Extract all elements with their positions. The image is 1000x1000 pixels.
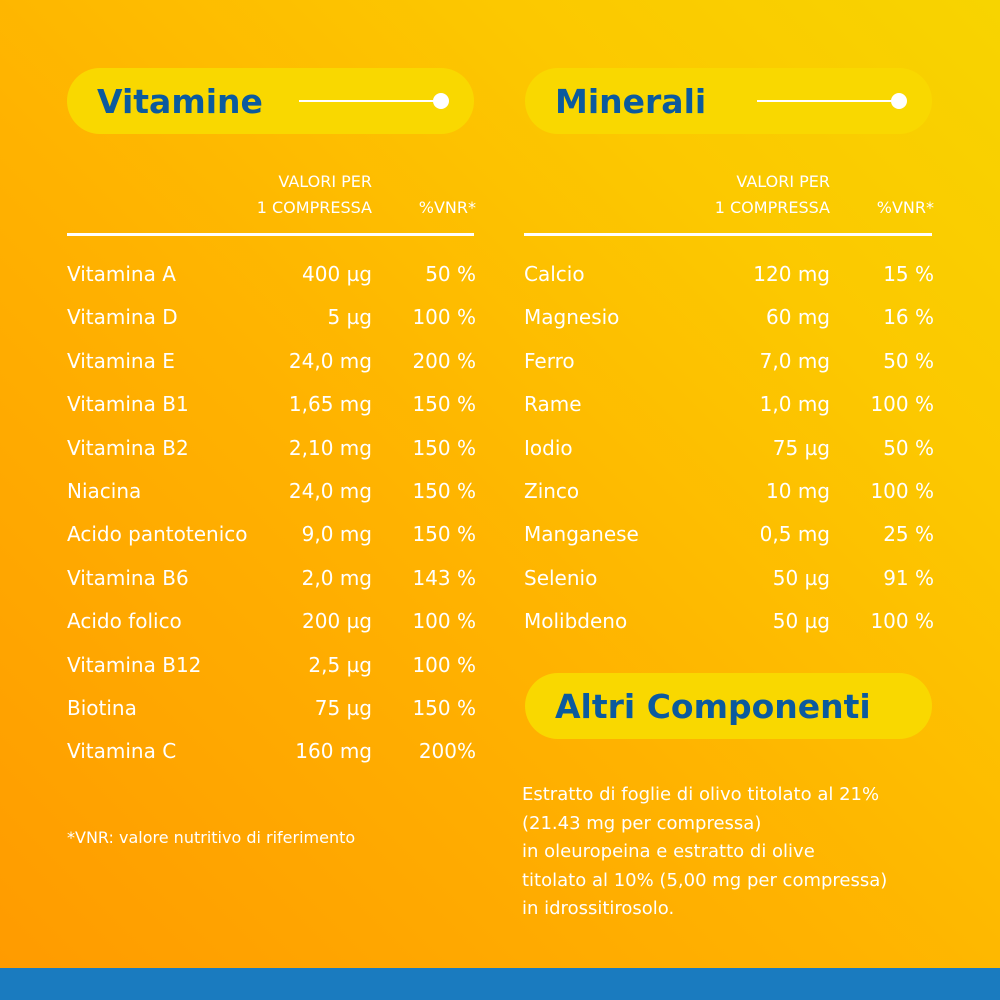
column-header: %VNR* xyxy=(418,198,476,217)
row-vnr: 16 % xyxy=(883,305,934,330)
decor-line xyxy=(757,100,897,102)
section-pill: Vitamine xyxy=(67,68,474,134)
row-amount: 7,0 mg xyxy=(759,348,830,373)
row-amount: 160 mg xyxy=(295,739,372,764)
row-vnr: 200% xyxy=(418,739,476,764)
row-label: Vitamina B2 xyxy=(67,435,189,460)
row-vnr: 50 % xyxy=(883,348,934,373)
row-amount: 10 mg xyxy=(766,479,830,503)
row-label: Magnesio xyxy=(524,305,620,330)
text-line: in idrossitirosolo. xyxy=(522,898,675,920)
row-amount: 2,0 mg xyxy=(301,565,372,590)
section-title: Altri Componenti xyxy=(555,687,871,726)
section-pill: Minerali xyxy=(525,68,932,134)
row-label: Manganese xyxy=(524,522,639,547)
row-label: Vitamina D xyxy=(67,305,178,330)
row-amount: 50 µg xyxy=(772,565,830,590)
text-line: (21.43 mg per compressa) xyxy=(522,812,762,834)
row-label: Molibdeno xyxy=(524,609,628,634)
row-vnr: 15 % xyxy=(883,262,934,286)
row-amount: 9,0 mg xyxy=(301,522,372,547)
row-amount: 2,5 µg xyxy=(308,652,372,677)
row-label: Selenio xyxy=(524,565,598,590)
row-vnr: 150 % xyxy=(412,435,476,460)
row-vnr: 100 % xyxy=(870,479,934,503)
row-label: Zinco xyxy=(524,479,580,503)
row-vnr: 150 % xyxy=(412,392,476,417)
row-label: Acido folico xyxy=(67,609,182,634)
column-header: 1 COMPRESSA xyxy=(714,198,830,217)
section-pill: Altri Componenti xyxy=(525,673,932,739)
row-vnr: 100 % xyxy=(412,609,476,634)
row-amount: 75 µg xyxy=(314,696,372,720)
footnote: *VNR: valore nutritivo di riferimento xyxy=(67,828,356,847)
row-label: Vitamina B12 xyxy=(67,652,202,677)
column-header: VALORI PER xyxy=(278,172,372,191)
text-line: Estratto di foglie di olivo titolato al … xyxy=(522,784,880,805)
row-label: Acido pantotenico xyxy=(67,522,248,547)
row-amount: 400 µg xyxy=(302,262,372,286)
row-vnr: 25 % xyxy=(883,522,934,547)
column-header: %VNR* xyxy=(876,198,934,217)
column-header: 1 COMPRESSA xyxy=(256,198,372,217)
row-amount: 120 mg xyxy=(753,262,830,286)
row-vnr: 150 % xyxy=(412,479,476,503)
text-line: titolato al 10% (5,00 mg per compressa) xyxy=(522,869,888,891)
row-amount: 1,0 mg xyxy=(759,392,830,417)
divider xyxy=(67,233,474,236)
divider xyxy=(524,233,932,236)
column-header: VALORI PER xyxy=(736,172,830,191)
row-vnr: 150 % xyxy=(412,522,476,547)
row-vnr: 100 % xyxy=(870,609,934,634)
row-amount: 5 µg xyxy=(327,305,372,330)
decor-dot xyxy=(891,93,907,109)
row-amount: 50 µg xyxy=(772,609,830,634)
row-label: Niacina xyxy=(67,479,142,503)
row-amount: 24,0 mg xyxy=(288,348,372,373)
row-amount: 200 µg xyxy=(302,609,372,634)
section-title: Minerali xyxy=(555,82,707,121)
row-vnr: 200 % xyxy=(412,348,476,373)
row-amount: 24,0 mg xyxy=(288,479,372,503)
row-vnr: 100 % xyxy=(870,392,934,417)
row-vnr: 91 % xyxy=(883,565,934,590)
decor-line xyxy=(299,100,439,102)
row-vnr: 50 % xyxy=(425,262,476,286)
row-label: Vitamina E xyxy=(67,348,175,373)
row-label: Vitamina A xyxy=(67,262,176,286)
row-vnr: 50 % xyxy=(883,435,934,460)
row-vnr: 150 % xyxy=(412,696,476,720)
row-amount: 2,10 mg xyxy=(288,435,372,460)
row-vnr: 100 % xyxy=(412,305,476,330)
row-label: Vitamina B1 xyxy=(67,392,189,417)
row-label: Iodio xyxy=(524,435,573,460)
row-label: Calcio xyxy=(524,262,585,286)
row-amount: 0,5 mg xyxy=(759,522,830,547)
row-label: Rame xyxy=(524,392,582,417)
section-title: Vitamine xyxy=(97,82,263,121)
text-line: in oleuropeina e estratto di olive xyxy=(522,841,815,863)
row-label: Vitamina C xyxy=(67,739,177,764)
row-amount: 60 mg xyxy=(766,305,830,330)
row-label: Vitamina B6 xyxy=(67,565,189,590)
row-label: Biotina xyxy=(67,696,137,720)
decor-dot xyxy=(433,93,449,109)
row-amount: 1,65 mg xyxy=(288,392,372,417)
row-amount: 75 µg xyxy=(772,435,830,460)
bottom-stripe xyxy=(0,968,1000,1000)
row-vnr: 143 % xyxy=(412,565,476,590)
row-vnr: 100 % xyxy=(412,652,476,677)
row-label: Ferro xyxy=(524,348,575,373)
